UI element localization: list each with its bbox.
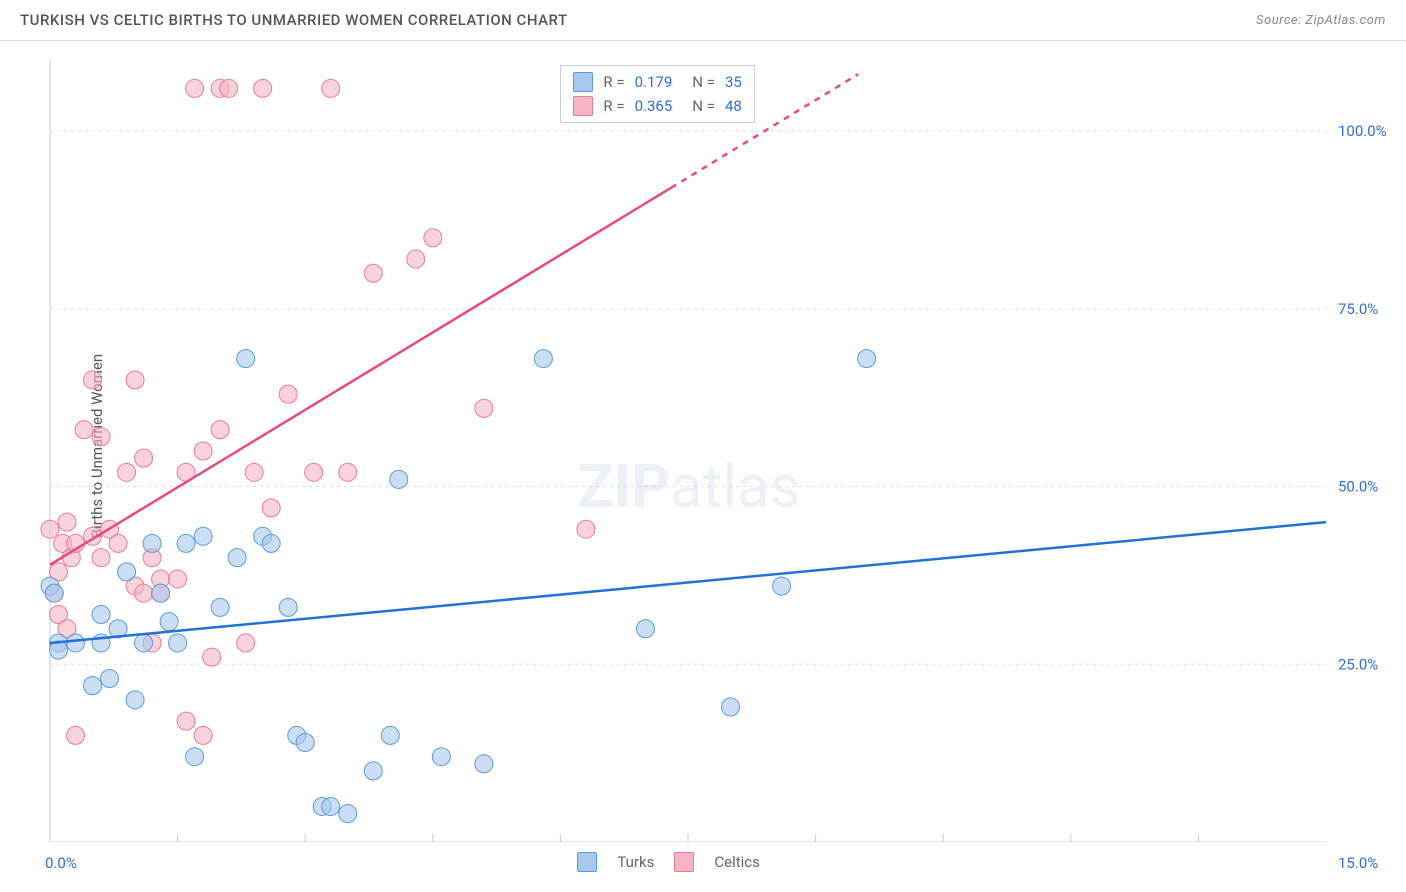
scatter-point	[194, 726, 212, 744]
scatter-point	[211, 421, 229, 439]
scatter-point	[279, 385, 297, 403]
scatter-point	[279, 598, 297, 616]
scatter-point	[262, 499, 280, 517]
scatter-point	[143, 534, 161, 552]
scatter-point	[92, 428, 110, 446]
chart-svg: 25.0% 50.0% 75.0% 100.0%	[40, 50, 1396, 842]
scatter-point	[109, 534, 127, 552]
scatter-point	[475, 755, 493, 773]
scatter-point	[773, 577, 791, 595]
stat-n-label: N =	[692, 73, 715, 91]
scatter-point	[577, 520, 595, 538]
scatter-point	[135, 584, 153, 602]
scatter-point	[177, 712, 195, 730]
scatter-point	[169, 634, 187, 652]
scatter-point	[41, 520, 59, 538]
scatter-point	[254, 79, 272, 97]
stat-n-celtics: 48	[725, 97, 742, 115]
scatter-point	[135, 634, 153, 652]
stats-row-turks: R = 0.179 N = 35	[573, 72, 741, 92]
legend-label-celtics: Celtics	[714, 853, 760, 871]
swatch-turks	[577, 852, 597, 872]
scatter-point	[245, 463, 263, 481]
scatter-point	[237, 634, 255, 652]
scatter-point	[101, 669, 119, 687]
series-legend: Turks Celtics	[577, 852, 759, 872]
scatter-point	[220, 79, 238, 97]
scatter-point	[135, 449, 153, 467]
stat-n-turks: 35	[725, 73, 742, 91]
plot-area: 25.0%50.0%75.0%100.0% ZIPatlas R = 0.179…	[40, 50, 1396, 842]
scatter-point	[722, 698, 740, 716]
scatter-point	[424, 229, 442, 247]
scatter-point	[160, 613, 178, 631]
scatter-point	[92, 549, 110, 567]
scatter-point	[194, 442, 212, 460]
scatter-point	[75, 421, 93, 439]
swatch-celtics	[674, 852, 694, 872]
trend-line-turks	[50, 522, 1326, 643]
scatter-point	[118, 563, 136, 581]
y-tick-label: 75.0%	[1338, 300, 1378, 318]
scatter-point	[152, 584, 170, 602]
stat-n-label: N =	[692, 97, 715, 115]
scatter-point	[126, 691, 144, 709]
scatter-point	[92, 606, 110, 624]
stat-r-label: R =	[603, 97, 624, 115]
scatter-point	[305, 463, 323, 481]
scatter-point	[177, 534, 195, 552]
scatter-point	[237, 350, 255, 368]
scatter-point	[636, 620, 654, 638]
scatter-point	[390, 470, 408, 488]
x-tick-max: 15.0%	[1338, 854, 1378, 872]
scatter-point	[211, 598, 229, 616]
scatter-point	[432, 748, 450, 766]
legend-label-turks: Turks	[617, 853, 654, 871]
scatter-point	[169, 570, 187, 588]
scatter-point	[858, 350, 876, 368]
scatter-point	[262, 534, 280, 552]
scatter-point	[84, 371, 102, 389]
scatter-point	[67, 634, 85, 652]
stats-legend: R = 0.179 N = 35 R = 0.365 N = 48	[560, 65, 754, 123]
stat-r-label: R =	[603, 73, 624, 91]
scatter-point	[322, 79, 340, 97]
scatter-point	[339, 463, 357, 481]
scatter-point	[203, 648, 221, 666]
scatter-point	[407, 250, 425, 268]
scatter-point	[364, 762, 382, 780]
stat-r-celtics: 0.365	[635, 97, 673, 115]
y-tick-label: 25.0%	[1338, 655, 1378, 673]
scatter-point	[186, 748, 204, 766]
scatter-point	[381, 726, 399, 744]
scatter-point	[84, 677, 102, 695]
scatter-point	[45, 584, 63, 602]
stat-r-turks: 0.179	[635, 73, 673, 91]
scatter-point	[58, 513, 76, 531]
x-tick-min: 0.0%	[45, 854, 77, 872]
scatter-point	[322, 797, 340, 815]
y-tick-label: 50.0%	[1338, 478, 1378, 496]
chart-source: Source: ZipAtlas.com	[1256, 13, 1386, 28]
scatter-point	[339, 805, 357, 823]
scatter-point	[364, 264, 382, 282]
chart-title: TURKISH VS CELTIC BIRTHS TO UNMARRIED WO…	[20, 11, 568, 29]
scatter-point	[228, 549, 246, 567]
scatter-point	[194, 527, 212, 545]
scatter-point	[67, 726, 85, 744]
swatch-turks	[573, 72, 593, 92]
scatter-point	[118, 463, 136, 481]
swatch-celtics	[573, 96, 593, 116]
stats-row-celtics: R = 0.365 N = 48	[573, 96, 741, 116]
scatter-point	[475, 399, 493, 417]
scatter-point	[126, 371, 144, 389]
y-tick-label: 100.0%	[1338, 122, 1387, 140]
scatter-point	[534, 350, 552, 368]
chart-header: TURKISH VS CELTIC BIRTHS TO UNMARRIED WO…	[0, 0, 1406, 41]
scatter-point	[186, 79, 204, 97]
scatter-point	[296, 733, 314, 751]
